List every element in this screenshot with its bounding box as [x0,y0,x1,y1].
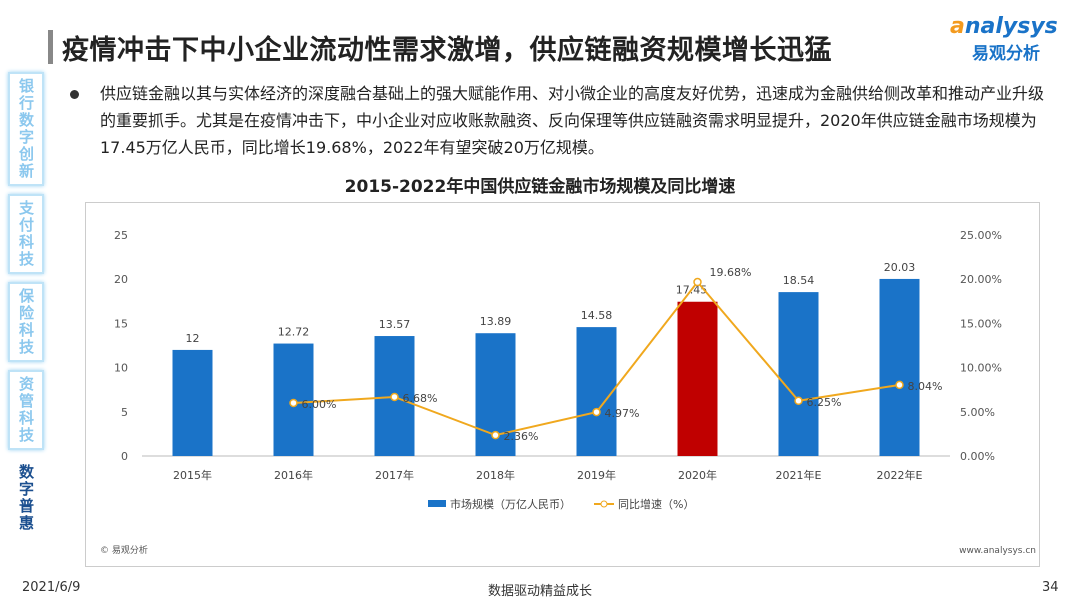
footer-slogan: 数据驱动精益成长 [487,584,592,599]
page-title: 疫情冲击下中小企业流动性需求激增，供应链融资规模增长迅猛 [62,35,832,66]
y-left-tick: 25 [114,229,128,242]
bar-label: 12.72 [278,326,310,339]
chart-frame [85,202,1040,567]
line-point [390,392,399,402]
page-number: 34 [1042,580,1059,595]
x-tick: 2015年 [173,468,212,482]
line-label: 8.04% [908,380,943,393]
line-point [491,430,500,440]
sidebar-nav: 银行数字创新 支付科技 保险科技 资管科技 数字普惠 [8,72,44,546]
y-left-tick: 20 [114,273,128,286]
bullet-icon [70,90,79,99]
sidebar-item-label: 数字普惠 [17,464,35,532]
sidebar-item-label: 支付科技 [17,200,35,268]
bar-label: 20.03 [884,261,916,274]
legend-line-label: 同比增速（%） [618,497,694,511]
y-right-tick: 25.00% [960,229,1002,242]
bar [576,327,617,456]
y-right-tick: 10.00% [960,362,1002,375]
x-tick: 2021年E [776,468,822,482]
sidebar-item-label: 资管科技 [17,376,35,444]
y-right-tick: 5.00% [960,406,995,419]
bar-label: 12 [186,332,200,345]
x-tick: 2019年 [577,468,616,482]
line-point [895,380,904,390]
y-right-tick: 0.00% [960,450,995,463]
body-paragraph: 供应链金融以其与实体经济的深度融合基础上的强大赋能作用、对小微企业的高度友好优势… [100,84,1045,157]
sidebar-item-banking[interactable]: 银行数字创新 [8,72,44,186]
legend-bar-label: 市场规模（万亿人民币） [450,497,571,511]
y-left-tick: 5 [121,406,128,419]
x-tick: 2016年 [274,468,313,482]
bar-label: 13.89 [480,315,512,328]
line-label: 2.36% [504,430,539,443]
sidebar-item-insurance[interactable]: 保险科技 [8,282,44,362]
line-point [794,396,803,405]
y-right-tick: 15.00% [960,317,1002,330]
x-tick: 2017年 [375,468,414,482]
line-label: 4.97% [605,407,640,420]
y-right-tick: 20.00% [960,273,1002,286]
x-tick: 2018年 [476,468,515,482]
bar [172,349,213,456]
sidebar-item-inclusive-finance[interactable]: 数字普惠 [8,458,44,538]
bar [778,292,819,456]
x-tick: 2022年E [877,468,923,482]
bar-label: 13.57 [379,318,411,331]
footer-date: 2021/6/9 [22,580,81,595]
analysys-logo: analysys 易观分析 [950,14,1070,74]
legend-line-marker [600,500,608,508]
legend-bar-swatch [428,500,446,507]
bar [879,278,920,456]
y-left-tick: 10 [114,362,128,375]
chart-site: www.analysys.cn [959,546,1036,556]
sidebar-item-asset-management[interactable]: 资管科技 [8,370,44,450]
x-tick: 2020年 [678,468,717,482]
bar-label: 18.54 [783,274,815,287]
line-point [289,398,298,408]
y-left-tick: 15 [114,317,128,330]
y-left-tick: 0 [121,450,128,463]
bar-label: 14.58 [581,309,613,322]
line-label: 6.25% [807,396,842,409]
sidebar-item-label: 银行数字创新 [17,78,35,180]
line-label: 6.00% [302,398,337,411]
chart-source: © 易观分析 [100,544,148,556]
line-label: 19.68% [710,266,752,279]
sidebar-item-payments[interactable]: 支付科技 [8,194,44,274]
chart-title: 2015-2022年中国供应链金融市场规模及同比增速 [344,177,736,197]
bar [677,301,718,456]
line-label: 6.68% [403,392,438,405]
line-point [592,407,601,417]
line-point [693,277,702,287]
sidebar-item-label: 保险科技 [17,288,35,356]
logo-cn-text: 易观分析 [972,44,1040,64]
title-accent-bar [48,30,53,64]
